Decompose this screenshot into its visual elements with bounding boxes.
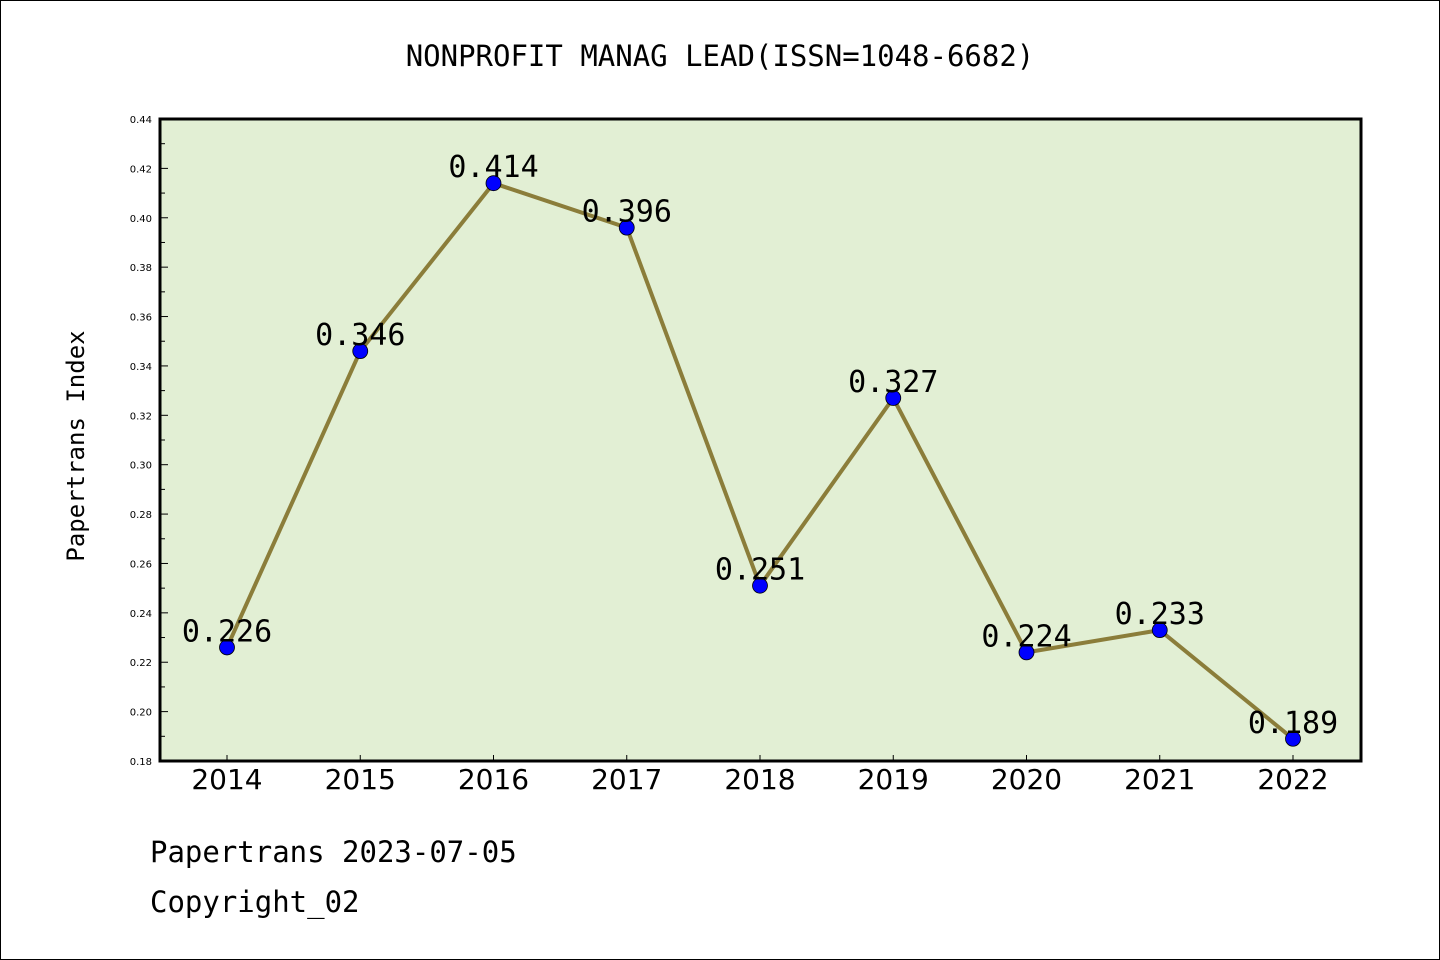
- x-tick-label: 2021: [1124, 763, 1195, 796]
- x-tick-label: 2017: [591, 763, 662, 796]
- x-tick-label: 2020: [991, 763, 1062, 796]
- data-point: [219, 639, 235, 656]
- y-tick-label: 0.18: [130, 757, 152, 768]
- data-point: [885, 390, 902, 406]
- data-label: 0.327: [848, 365, 938, 400]
- x-tick-label: 2015: [325, 763, 396, 796]
- data-point: [618, 219, 635, 236]
- y-tick-label: 0.30: [130, 461, 152, 472]
- data-point: [1018, 644, 1035, 661]
- y-axis: 0.18 0.20 0.22 0.24 0.26 0.28 0.30 0.32 0.34 0.36…: [130, 115, 168, 768]
- y-tick-label: 0.22: [130, 658, 152, 669]
- data-label: 0.346: [315, 318, 405, 353]
- y-tick-label: 0.28: [130, 510, 152, 521]
- data-point: [1151, 622, 1168, 639]
- x-tick-label: 2022: [1257, 763, 1328, 796]
- y-tick-label: 0.24: [130, 609, 152, 620]
- data-labels-group: 0.226 0.346 0.414 0.396 0.251 0.327 0.224 0.233…: [182, 150, 1338, 741]
- y-tick-label: 0.42: [130, 164, 152, 175]
- footer-date: Papertrans 2023-07-05: [150, 835, 517, 869]
- data-label: 0.189: [1248, 706, 1338, 741]
- data-label: 0.233: [1115, 597, 1205, 632]
- y-tick-label: 0.34: [130, 362, 152, 373]
- y-tick-label: 0.36: [130, 313, 152, 324]
- data-label: 0.396: [582, 195, 672, 230]
- data-point: [1285, 730, 1301, 747]
- plot-area: [158, 117, 1363, 763]
- data-label: 0.226: [182, 614, 272, 649]
- data-point: [352, 343, 369, 360]
- y-tick-label: 0.44: [130, 115, 152, 126]
- y-tick-label: 0.40: [130, 214, 152, 225]
- data-point: [752, 577, 768, 594]
- y-tick-label: 0.32: [130, 411, 152, 422]
- footer-copyright: Copyright_02: [150, 885, 360, 919]
- y-tick-label: 0.26: [130, 559, 152, 570]
- x-tick-label: 2018: [724, 763, 795, 796]
- x-axis: 2014 2015 2016 2017 2018 2019 2020 2021 2022: [191, 755, 1329, 796]
- data-point: [485, 175, 502, 192]
- data-label: 0.224: [981, 619, 1071, 654]
- x-tick-label: 2014: [191, 763, 262, 796]
- chart-title: NONPROFIT MANAG LEAD(ISSN=1048-6682): [406, 39, 1035, 73]
- data-label: 0.414: [448, 150, 538, 185]
- data-label: 0.251: [715, 553, 805, 588]
- x-tick-label: 2019: [858, 763, 929, 796]
- markers-group: [219, 175, 1301, 747]
- y-tick-label: 0.38: [130, 263, 152, 274]
- x-tick-label: 2016: [458, 763, 529, 796]
- y-tick-label: 0.20: [130, 708, 152, 719]
- y-axis-label: Papertrans Index: [62, 330, 90, 561]
